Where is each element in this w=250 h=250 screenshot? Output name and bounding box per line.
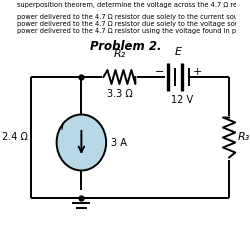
Text: I: I bbox=[60, 122, 64, 132]
Circle shape bbox=[56, 114, 106, 170]
Text: power delivered to the 4.7 Ω resistor due solely to the current sour: power delivered to the 4.7 Ω resistor du… bbox=[17, 14, 240, 20]
Text: power delivered to the 4.7 Ω resistor due solely to the voltage sour: power delivered to the 4.7 Ω resistor du… bbox=[17, 21, 242, 27]
Text: 3.3 Ω: 3.3 Ω bbox=[106, 89, 132, 99]
Text: R₂: R₂ bbox=[113, 49, 126, 59]
Text: R₃: R₃ bbox=[238, 132, 250, 142]
Text: −: − bbox=[154, 67, 164, 77]
Text: Problem 2.: Problem 2. bbox=[90, 40, 161, 53]
Text: +: + bbox=[192, 67, 202, 77]
Text: power delivered to the 4.7 Ω resistor using the voltage found in pa: power delivered to the 4.7 Ω resistor us… bbox=[17, 28, 240, 34]
Text: 12 V: 12 V bbox=[171, 95, 193, 105]
Text: superposition theorem, determine the voltage across the 4.7 Ω re: superposition theorem, determine the vol… bbox=[17, 2, 237, 8]
Text: 2.4 Ω: 2.4 Ω bbox=[2, 132, 28, 142]
Text: 3 A: 3 A bbox=[110, 138, 126, 147]
Text: E: E bbox=[175, 47, 182, 57]
